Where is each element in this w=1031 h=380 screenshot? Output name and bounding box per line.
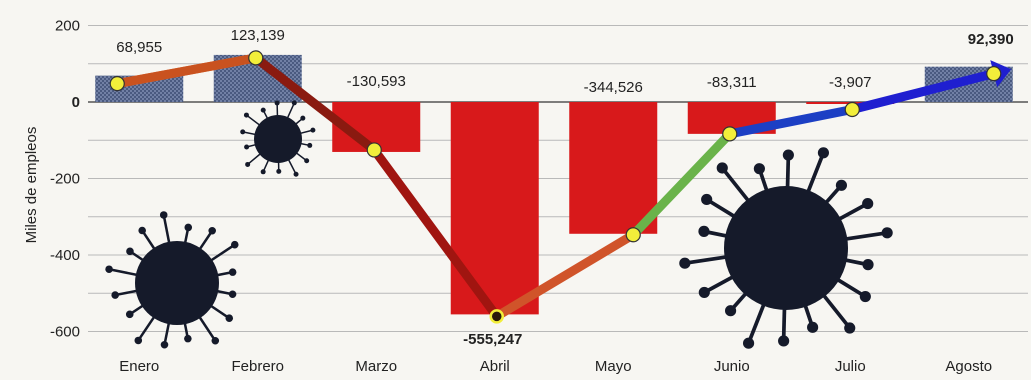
trend-markers bbox=[109, 50, 1002, 324]
category-label-abril: Abril bbox=[480, 358, 510, 375]
trend-segment bbox=[369, 145, 502, 321]
category-label-enero: Enero bbox=[119, 358, 159, 375]
virus-icon bbox=[679, 147, 893, 349]
value-label-mayo: -344,526 bbox=[584, 79, 643, 96]
y-tick-label: -400 bbox=[50, 247, 80, 264]
value-label-enero: 68,955 bbox=[116, 39, 162, 56]
category-label-marzo: Marzo bbox=[355, 358, 397, 375]
y-tick-label: -600 bbox=[50, 324, 80, 341]
category-label-junio: Junio bbox=[714, 358, 750, 375]
y-tick-label: 0 bbox=[72, 94, 80, 111]
category-label-julio: Julio bbox=[835, 358, 866, 375]
trend-segment bbox=[492, 230, 638, 321]
trend-marker bbox=[722, 126, 738, 142]
trend-marker bbox=[248, 50, 264, 66]
trend-segment bbox=[112, 53, 261, 89]
trend-marker bbox=[109, 76, 125, 92]
value-label-marzo: -130,593 bbox=[347, 73, 406, 90]
bar-mayo bbox=[569, 102, 658, 234]
virus-icon bbox=[240, 100, 316, 177]
value-label-agosto: 92,390 bbox=[968, 31, 1014, 48]
virus-icon bbox=[105, 211, 239, 349]
y-tick-label: 200 bbox=[55, 18, 80, 35]
y-tick-label: -200 bbox=[50, 171, 80, 188]
value-label-julio: -3,907 bbox=[829, 74, 872, 91]
bar-abril bbox=[450, 102, 539, 315]
trend-line bbox=[112, 53, 1012, 321]
trend-marker bbox=[986, 66, 1002, 82]
value-label-abril: -555,247 bbox=[463, 331, 522, 348]
value-label-junio: -83,311 bbox=[707, 74, 757, 91]
category-labels: Enero Febrero Marzo Abril Mayo Junio Julio Agos… bbox=[119, 358, 992, 375]
virus-illustrations bbox=[105, 211, 239, 349]
trend-marker bbox=[366, 142, 382, 158]
category-label-febrero: Febrero bbox=[231, 358, 284, 375]
value-label-febrero: 123,139 bbox=[231, 27, 285, 44]
trend-marker bbox=[625, 227, 641, 243]
value-labels: 68,955 123,139 -130,593 -555,247 -344,526 -83… bbox=[116, 27, 1013, 348]
trend-marker bbox=[489, 309, 504, 324]
category-label-agosto: Agosto bbox=[945, 358, 992, 375]
trend-segment bbox=[251, 53, 379, 155]
y-tick-labels: 200 0 -200 -400 -600 bbox=[50, 18, 80, 341]
trend-segment bbox=[725, 104, 857, 139]
trend-segment bbox=[847, 69, 999, 114]
virus-illustrations-front bbox=[240, 100, 893, 349]
trend-segment bbox=[628, 129, 735, 240]
trend-marker bbox=[844, 101, 860, 118]
y-axis-label: Miles de empleos bbox=[23, 127, 40, 244]
category-label-mayo: Mayo bbox=[595, 358, 632, 375]
